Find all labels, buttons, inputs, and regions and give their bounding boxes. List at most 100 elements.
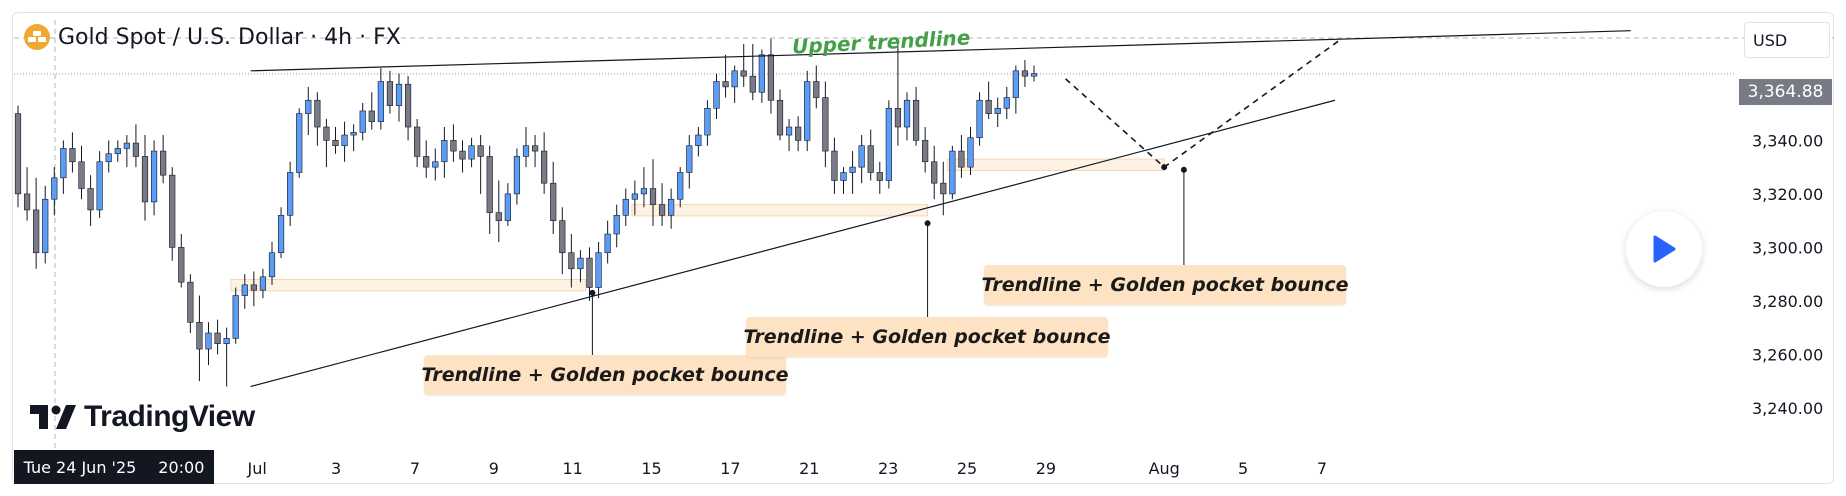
candle-body bbox=[314, 99, 321, 128]
chart-frame bbox=[12, 12, 1834, 484]
x-axis-tick-label: 29 bbox=[1036, 459, 1056, 478]
candle-body bbox=[531, 145, 539, 152]
x-axis-tick-label: Jul bbox=[247, 459, 267, 478]
candle-body bbox=[51, 177, 58, 200]
candle-body bbox=[268, 252, 276, 278]
candle-body bbox=[377, 81, 384, 122]
x-axis-tick-label: 7 bbox=[410, 459, 420, 478]
annotation-anchor-point bbox=[1180, 166, 1187, 173]
projection-pivot-point bbox=[1161, 164, 1168, 171]
golden-pocket-zone bbox=[946, 158, 1165, 171]
current-price-label: 3,364.88 bbox=[1739, 79, 1832, 105]
candle-body bbox=[432, 161, 439, 168]
candle-body bbox=[468, 145, 475, 160]
candle-body bbox=[604, 233, 611, 254]
candle-body bbox=[731, 70, 738, 88]
candle-body bbox=[459, 150, 466, 160]
candle-body bbox=[922, 140, 929, 163]
candle-body bbox=[1030, 73, 1038, 77]
candle-body bbox=[404, 83, 412, 128]
candle-body bbox=[804, 81, 811, 141]
candle-body bbox=[767, 54, 775, 101]
candle-body bbox=[912, 99, 920, 141]
candle-body bbox=[885, 107, 892, 181]
candle-body bbox=[196, 321, 203, 350]
candle-body bbox=[23, 193, 31, 211]
currency-button[interactable]: USD bbox=[1744, 22, 1830, 58]
candle-body bbox=[776, 99, 784, 136]
x-axis-tick-label: 9 bbox=[489, 459, 499, 478]
x-axis-tick-label: 23 bbox=[878, 459, 898, 478]
candle-body bbox=[305, 99, 312, 114]
candle-body bbox=[504, 193, 511, 221]
tradingview-logo: TradingView bbox=[30, 400, 255, 434]
candle-body bbox=[423, 156, 430, 168]
candle-body bbox=[69, 148, 76, 163]
candle-body bbox=[849, 166, 856, 173]
candle-body bbox=[232, 295, 239, 339]
candle-body bbox=[42, 198, 49, 254]
candle-body bbox=[259, 276, 267, 291]
candle-body bbox=[78, 161, 85, 189]
candle-body bbox=[486, 156, 493, 213]
candle-body bbox=[441, 140, 448, 163]
candle-body bbox=[187, 281, 194, 323]
candle-body bbox=[822, 97, 829, 152]
candle-body bbox=[296, 113, 303, 173]
candle-body bbox=[867, 145, 874, 173]
annotation-label[interactable]: Trendline + Golden pocket bounce bbox=[744, 317, 1110, 357]
candle-body bbox=[169, 174, 176, 248]
candle-body bbox=[1012, 70, 1019, 98]
candle-body bbox=[323, 126, 330, 141]
candle-body bbox=[14, 113, 22, 195]
candle-body bbox=[940, 182, 947, 195]
candle-body bbox=[876, 172, 883, 181]
y-axis-tick-label: 3,320.00 bbox=[1752, 185, 1823, 204]
candle-body bbox=[976, 99, 983, 139]
candle-body bbox=[414, 126, 421, 157]
candle-body bbox=[350, 132, 357, 136]
candle-body bbox=[495, 212, 502, 221]
candle-body bbox=[749, 75, 756, 93]
candle-body bbox=[160, 150, 167, 176]
candle-body bbox=[205, 332, 212, 350]
candle-body bbox=[178, 247, 185, 283]
annotation-label[interactable]: Trendline + Golden pocket bounce bbox=[982, 265, 1348, 305]
annotation-anchor-point bbox=[589, 289, 596, 296]
candle-body bbox=[477, 145, 484, 157]
candle-body bbox=[386, 81, 394, 106]
golden-pocket-zone bbox=[230, 278, 587, 292]
annotation-label[interactable]: Trendline + Golden pocket bounce bbox=[422, 355, 788, 395]
candle-body bbox=[277, 214, 285, 254]
x-axis-tick-label: 5 bbox=[1238, 459, 1248, 478]
y-axis-tick-label: 3,340.00 bbox=[1752, 131, 1823, 150]
x-axis-tick-label: 11 bbox=[562, 459, 582, 478]
candle-body bbox=[395, 83, 403, 106]
candle-body bbox=[649, 188, 657, 205]
candle-body bbox=[132, 142, 140, 157]
candle-body bbox=[613, 214, 620, 235]
y-axis-tick-label: 3,260.00 bbox=[1752, 345, 1823, 364]
candle-body bbox=[686, 145, 693, 173]
x-axis-tick-label: 3 bbox=[331, 459, 341, 478]
y-axis-tick-label: 3,280.00 bbox=[1752, 292, 1823, 311]
candle-body bbox=[60, 148, 67, 179]
watermark-text: TradingView bbox=[84, 400, 255, 433]
candle-body bbox=[550, 182, 557, 221]
candle-body bbox=[332, 140, 339, 147]
candle-body bbox=[949, 150, 956, 195]
candle-body bbox=[341, 134, 348, 147]
candle-body bbox=[795, 126, 802, 141]
lower-trendline bbox=[250, 99, 1336, 388]
candle-body bbox=[658, 204, 666, 216]
candle-body bbox=[586, 257, 593, 288]
candle-body bbox=[33, 209, 40, 254]
candle-body bbox=[831, 150, 838, 181]
chart-header: Gold Spot / U.S. Dollar · 4h · FX bbox=[24, 24, 401, 50]
candle-body bbox=[568, 252, 575, 270]
candle-body bbox=[87, 188, 94, 211]
candle-body bbox=[287, 172, 294, 216]
candle-body bbox=[541, 150, 548, 184]
play-button[interactable] bbox=[1626, 211, 1702, 287]
